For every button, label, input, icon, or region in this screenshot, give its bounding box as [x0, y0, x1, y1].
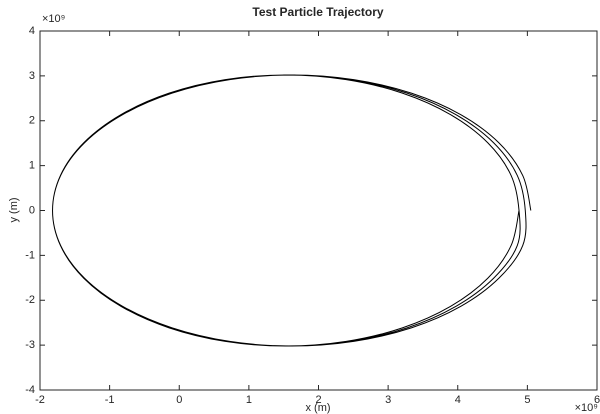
y-tick-label: -3 [25, 339, 35, 351]
chart-title: Test Particle Trajectory [252, 5, 384, 19]
x-tick-label: 1 [246, 394, 252, 406]
y-tick-label: 3 [29, 70, 35, 82]
y-tick-label: 0 [29, 204, 35, 216]
x-tick-label: -1 [105, 394, 115, 406]
y-tick-label: 1 [29, 160, 35, 172]
plot-area [39, 30, 598, 391]
x-tick-label: -2 [35, 394, 45, 406]
x-tick-label: 3 [385, 394, 391, 406]
y-tick-label: 4 [29, 25, 35, 37]
y-exponent-label: ×10⁹ [42, 13, 65, 25]
y-tick-label: -4 [25, 384, 35, 396]
y-axis-label: y (m) [8, 197, 20, 222]
x-tick-label: 5 [524, 394, 530, 406]
x-tick-label: 2 [315, 394, 321, 406]
trajectory-line [52, 74, 532, 347]
x-tick-label: 4 [455, 394, 461, 406]
x-tick-label: 0 [176, 394, 182, 406]
y-tick-label: -1 [25, 249, 35, 261]
x-axis-label: x (m) [305, 402, 330, 414]
y-tick-label: -2 [25, 294, 35, 306]
y-tick-label: 2 [29, 115, 35, 127]
x-exponent-label: ×10⁹ [575, 402, 598, 414]
x-tick-label: 6 [594, 394, 600, 406]
